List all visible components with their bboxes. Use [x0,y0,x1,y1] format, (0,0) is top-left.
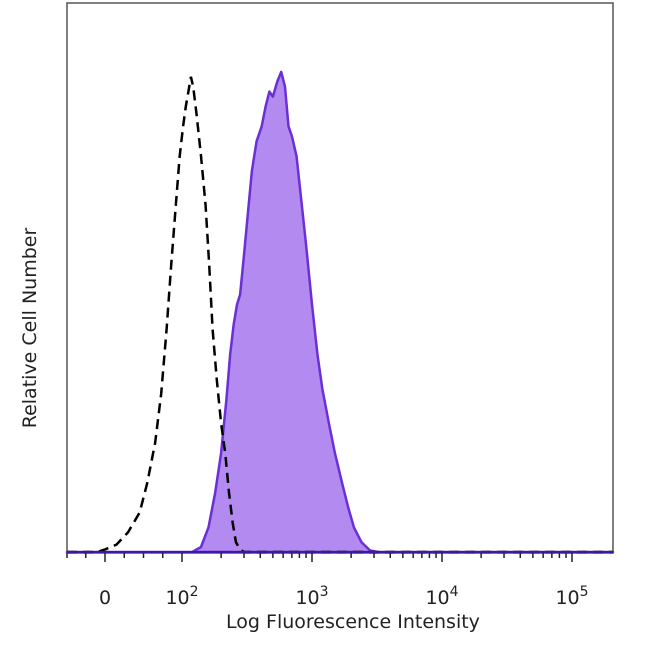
stained-sample-histogram [65,70,615,554]
x-axis-ticks: 0 102 103 104 105 [66,553,589,609]
x-tick-label: 103 [295,584,328,609]
y-axis-title: Relative Cell Number [19,228,41,429]
x-tick-label: 102 [165,584,198,609]
x-tick-label: 105 [555,584,588,609]
plot-frame [66,2,614,554]
series-layer [65,70,615,554]
x-tick-label: 0 [99,587,111,609]
x-tick-label: 104 [425,584,458,609]
control-histogram-dashed [67,76,613,554]
x-axis-title: Log Fluorescence Intensity [226,611,480,633]
